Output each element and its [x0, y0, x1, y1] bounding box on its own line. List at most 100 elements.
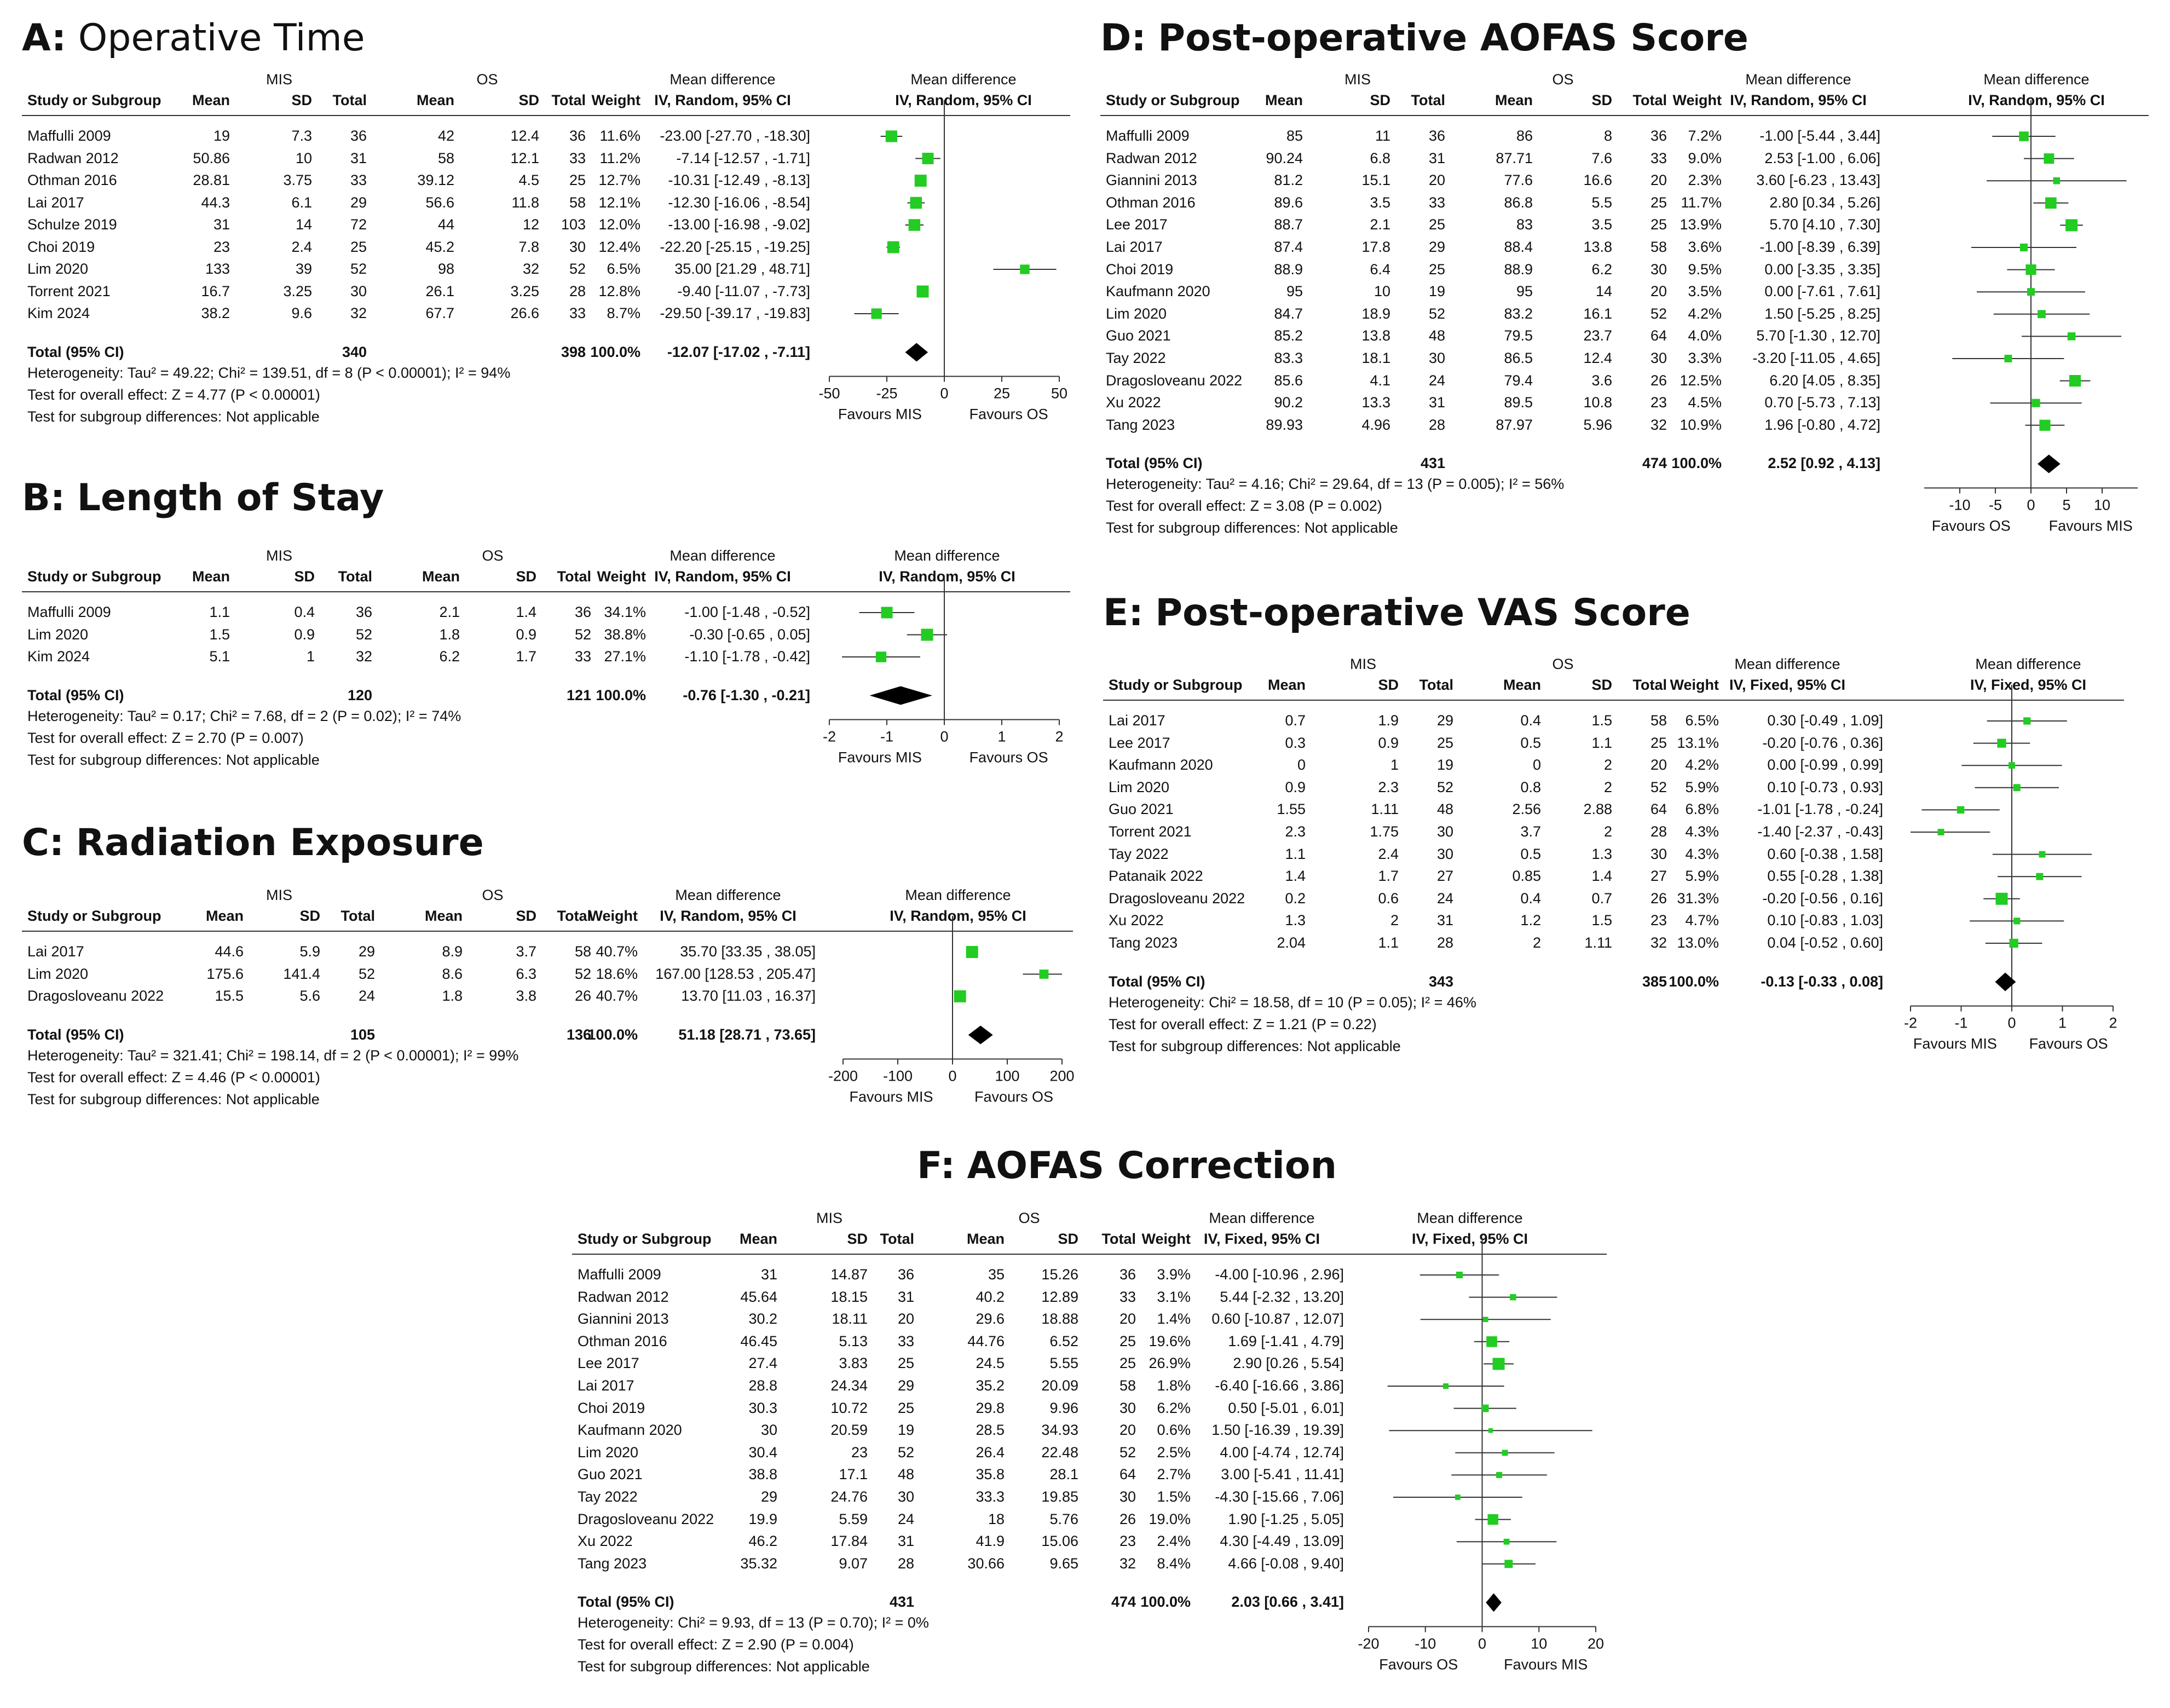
effect-marker [2039, 851, 2046, 858]
sd-os: 18.88 [1041, 1311, 1078, 1328]
sd-os: 3.25 [510, 282, 539, 299]
sd-os: 2 [1603, 823, 1612, 840]
mean-difference-ci: -0.30 [-0.65 , 0.05] [689, 626, 810, 643]
total-os-header: Total [557, 568, 592, 585]
total-os-count: 121 [566, 686, 591, 703]
favours-left-label: Favours MIS [1913, 1036, 1997, 1052]
header-rule [572, 1254, 1607, 1255]
total-os: 26 [1650, 890, 1667, 907]
footnote-1: Test for overall effect: Z = 2.90 (P = 0… [578, 1636, 854, 1653]
weight: 31.3% [1677, 890, 1719, 907]
mean-mis: 0.9 [1285, 778, 1306, 795]
effect-marker [1456, 1271, 1463, 1279]
study-name: Lim 2020 [578, 1444, 639, 1461]
total-os-count: 136 [566, 1026, 591, 1043]
total-os: 33 [569, 305, 586, 321]
sd-mis: 141.4 [283, 965, 320, 982]
sd-mis: 6.1 [291, 194, 312, 211]
weight: 12.8% [598, 282, 640, 299]
weight: 4.0% [1688, 327, 1722, 344]
sd-mis: 18.15 [830, 1288, 868, 1305]
mean-difference-ci: 1.69 [-1.41 , 4.79] [1228, 1332, 1344, 1349]
mean-os: 67.7 [425, 305, 454, 321]
weight: 4.2% [1688, 305, 1722, 322]
mean-difference-ci: 35.00 [21.29 , 48.71] [674, 261, 810, 277]
method-header: IV, Fixed, 95% CI [1203, 1231, 1320, 1247]
total-mis-header: Total [1411, 92, 1446, 108]
panel-d: D: Post-operative AOFAS Score MIS OS Mean d… [1100, 16, 2168, 564]
weight: 13.9% [1680, 216, 1722, 233]
group-label-mis: MIS [1349, 656, 1376, 672]
total-weight: 100.0% [1669, 973, 1719, 990]
footnote-1: Test for overall effect: Z = 4.46 (P < 0… [27, 1069, 320, 1086]
x-tick-label: 2 [1055, 729, 1063, 745]
study-name: Dragosloveanu 2022 [1106, 372, 1243, 389]
footnote-0: Heterogeneity: Tau² = 0.17; Chi² = 7.68,… [27, 707, 461, 724]
weight: 6.8% [1685, 801, 1719, 818]
mean-difference-ci: 0.70 [-5.73 , 7.13] [1764, 394, 1880, 411]
effect-marker [2019, 131, 2029, 141]
x-tick-label: 0 [2027, 497, 2035, 513]
weight: 5.9% [1685, 778, 1719, 795]
panel-title: F: AOFAS Correction [917, 1144, 1337, 1187]
mean-mis: 85.2 [1274, 327, 1303, 344]
effect-marker [1482, 1317, 1488, 1323]
x-tick-label: 20 [1588, 1635, 1604, 1652]
weight: 1.5% [1157, 1488, 1191, 1505]
effect-marker [881, 607, 893, 619]
mean-mis: 85 [1286, 128, 1303, 144]
sd-mis: 39 [295, 261, 312, 277]
mean-difference-plot-header: Mean difference [1975, 656, 2081, 672]
mean-difference-ci: 5.44 [-2.32 , 13.20] [1220, 1288, 1344, 1305]
weight: 4.2% [1685, 757, 1719, 774]
sd-os: 0.9 [516, 626, 536, 643]
mean-mis: 28.8 [748, 1377, 777, 1394]
mean-difference-ci: -7.14 [-12.57 , -1.71] [676, 149, 810, 166]
total-mis: 52 [358, 965, 375, 982]
effect-marker [1510, 1294, 1516, 1301]
mean-mis: 1.1 [209, 604, 230, 620]
sd-mis: 4.96 [1361, 416, 1390, 433]
mean-mis: 27.4 [748, 1355, 777, 1372]
total-mis: 31 [897, 1533, 914, 1550]
mean-mis: 89.93 [1266, 416, 1303, 433]
study-name: Radwan 2012 [578, 1288, 669, 1305]
study-name: Choi 2019 [578, 1399, 645, 1416]
effect-marker [2027, 288, 2035, 296]
weight: 10.9% [1680, 416, 1722, 433]
total-os: 25 [1650, 194, 1667, 211]
study-name: Torrent 2021 [1109, 823, 1192, 840]
study-name: Lai 2017 [27, 943, 84, 960]
study-name: Tang 2023 [1106, 416, 1175, 433]
x-tick-label: 1 [2058, 1015, 2067, 1031]
total-os: 36 [1119, 1266, 1136, 1283]
weight: 1.8% [1157, 1377, 1191, 1394]
mean-os: 35.2 [976, 1377, 1005, 1394]
footnote-1: Test for overall effect: Z = 1.21 (P = 0… [1109, 1015, 1377, 1032]
sd-os: 12 [522, 216, 539, 233]
mean-difference-header: Mean difference [670, 547, 776, 564]
mean-mis-header: Mean [205, 908, 244, 924]
sd-os: 9.96 [1049, 1399, 1078, 1416]
panel-title-text: Post-operative AOFAS Score [1158, 16, 1748, 60]
effect-marker [1443, 1383, 1449, 1389]
total-weight: 100.0% [596, 686, 646, 703]
x-tick-label: -20 [1358, 1635, 1379, 1652]
total-mis: 48 [1436, 801, 1453, 818]
effect-marker [954, 990, 966, 1002]
panel-title-label: B: [22, 476, 66, 520]
footnote-2: Test for subgroup differences: Not appli… [27, 1090, 320, 1107]
sd-mis: 13.3 [1361, 394, 1390, 411]
sd-mis-header: SD [299, 908, 320, 924]
sd-mis: 24.76 [830, 1488, 868, 1505]
effect-marker [1492, 1358, 1505, 1370]
effect-marker [921, 628, 933, 641]
panel-title-label: D: [1100, 16, 1146, 60]
sd-os: 8 [1603, 128, 1612, 144]
weight: 2.3% [1688, 172, 1722, 189]
total-os: 32 [1119, 1555, 1136, 1572]
panel-title: E: Post-operative VAS Score [1103, 591, 1690, 634]
study-name: Kaufmann 2020 [578, 1422, 682, 1439]
footnote-0: Heterogeneity: Tau² = 321.41; Chi² = 198… [27, 1047, 519, 1064]
mean-difference-ci: -1.00 [-1.48 , -0.52] [684, 604, 810, 620]
